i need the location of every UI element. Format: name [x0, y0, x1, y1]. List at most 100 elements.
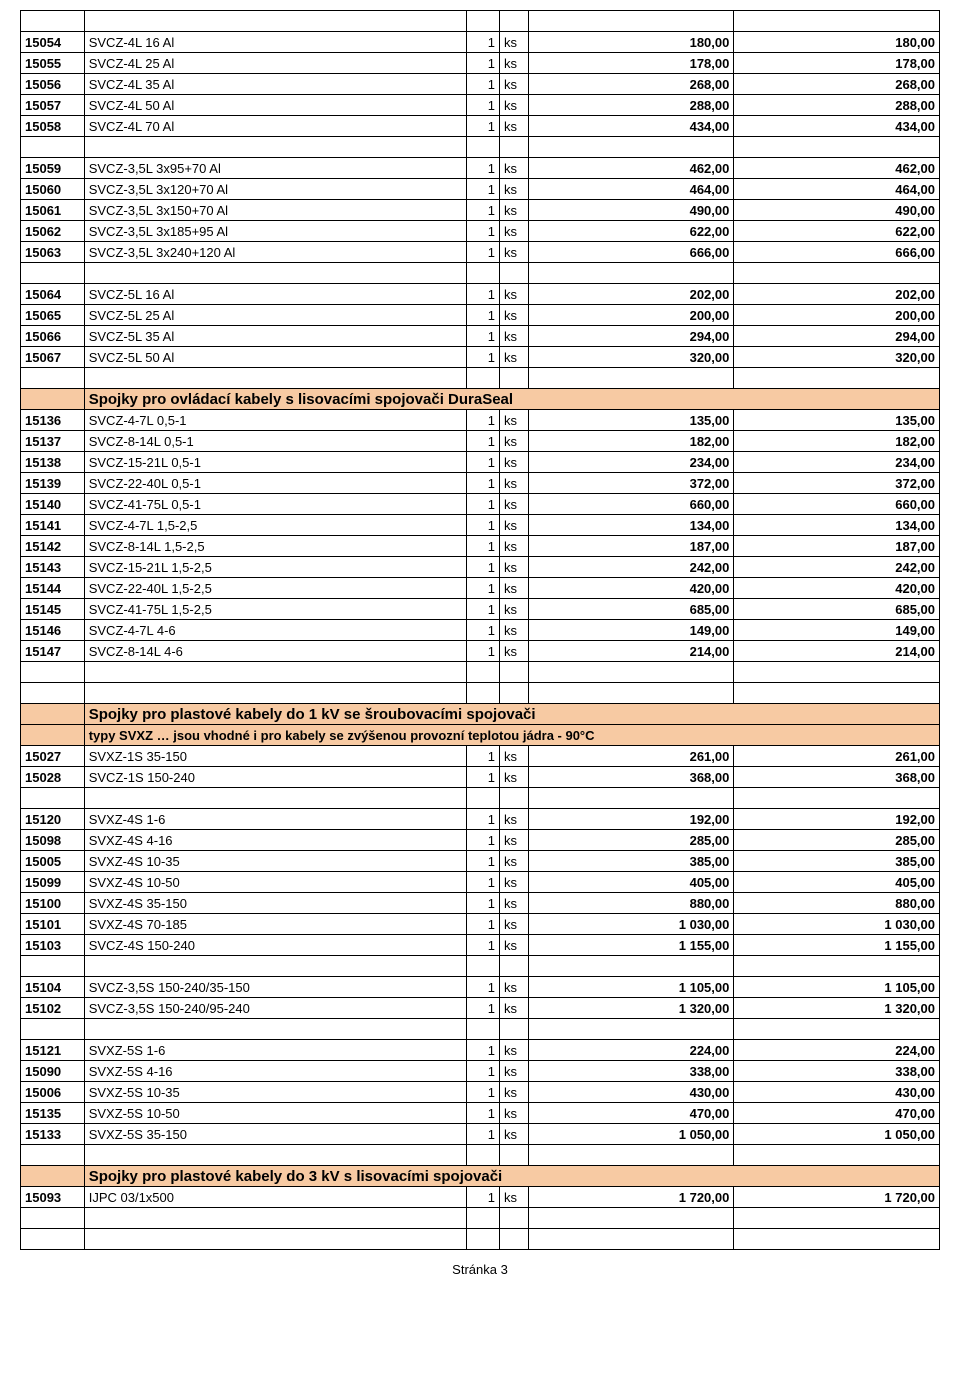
- cell-price2: 880,00: [734, 893, 940, 914]
- cell-code: 15055: [21, 53, 85, 74]
- cell-qty: 1: [467, 74, 500, 95]
- cell-price1: 182,00: [528, 431, 734, 452]
- cell-qty: 1: [467, 641, 500, 662]
- table-row: 15136SVCZ-4-7L 0,5-11ks135,00135,00: [21, 410, 940, 431]
- cell-price2: 192,00: [734, 809, 940, 830]
- cell-code: 15065: [21, 305, 85, 326]
- cell-code: 15062: [21, 221, 85, 242]
- cell-price1: 660,00: [528, 494, 734, 515]
- cell-desc: SVXZ-5S 35-150: [84, 1124, 466, 1145]
- cell-qty: 1: [467, 1061, 500, 1082]
- cell-unit: ks: [500, 116, 529, 137]
- cell-price1: 224,00: [528, 1040, 734, 1061]
- cell-price1: 134,00: [528, 515, 734, 536]
- cell-unit: ks: [500, 893, 529, 914]
- cell-code: 15145: [21, 599, 85, 620]
- table-row: 15093IJPC 03/1x5001ks1 720,001 720,00: [21, 1187, 940, 1208]
- cell-unit: ks: [500, 914, 529, 935]
- cell-desc: SVCZ-3,5L 3x95+70 Al: [84, 158, 466, 179]
- cell-price1: 880,00: [528, 893, 734, 914]
- cell-unit: ks: [500, 1061, 529, 1082]
- cell-unit: ks: [500, 1040, 529, 1061]
- cell-code: 15064: [21, 284, 85, 305]
- table-row: 15063SVCZ-3,5L 3x240+120 Al1ks666,00666,…: [21, 242, 940, 263]
- cell-desc: SVCZ-41-75L 1,5-2,5: [84, 599, 466, 620]
- cell-desc: SVCZ-4S 150-240: [84, 935, 466, 956]
- cell-qty: 1: [467, 830, 500, 851]
- cell-desc: SVXZ-4S 10-50: [84, 872, 466, 893]
- cell-code: 15137: [21, 431, 85, 452]
- cell-desc: IJPC 03/1x500: [84, 1187, 466, 1208]
- table-row: [21, 956, 940, 977]
- cell-unit: ks: [500, 32, 529, 53]
- cell-qty: 1: [467, 998, 500, 1019]
- cell-unit: ks: [500, 179, 529, 200]
- cell-qty: 1: [467, 284, 500, 305]
- cell-code: 15147: [21, 641, 85, 662]
- cell-unit: ks: [500, 1187, 529, 1208]
- cell-qty: 1: [467, 809, 500, 830]
- table-row: [21, 137, 940, 158]
- cell-price2: 430,00: [734, 1082, 940, 1103]
- cell-price2: 685,00: [734, 599, 940, 620]
- cell-desc: SVCZ-3,5L 3x150+70 Al: [84, 200, 466, 221]
- table-row: [21, 683, 940, 704]
- cell-price2: 180,00: [734, 32, 940, 53]
- cell-desc: SVCZ-4L 70 Al: [84, 116, 466, 137]
- cell-desc: SVCZ-4-7L 4-6: [84, 620, 466, 641]
- table-row: 15138SVCZ-15-21L 0,5-11ks234,00234,00: [21, 452, 940, 473]
- cell-price1: 420,00: [528, 578, 734, 599]
- cell-code: 15146: [21, 620, 85, 641]
- cell-unit: ks: [500, 200, 529, 221]
- cell-code: 15100: [21, 893, 85, 914]
- cell-code: 15093: [21, 1187, 85, 1208]
- table-row: 15146SVCZ-4-7L 4-61ks149,00149,00: [21, 620, 940, 641]
- cell-price1: 1 155,00: [528, 935, 734, 956]
- table-row: Spojky pro ovládací kabely s lisovacími …: [21, 389, 940, 410]
- cell-code: 15067: [21, 347, 85, 368]
- cell-price2: 490,00: [734, 200, 940, 221]
- cell-qty: 1: [467, 452, 500, 473]
- table-row: [21, 662, 940, 683]
- cell-price2: 149,00: [734, 620, 940, 641]
- cell-price1: 462,00: [528, 158, 734, 179]
- table-row: 15027SVXZ-1S 35-1501ks261,00261,00: [21, 746, 940, 767]
- cell-price1: 288,00: [528, 95, 734, 116]
- cell-code: 15099: [21, 872, 85, 893]
- table-row: 15059SVCZ-3,5L 3x95+70 Al1ks462,00462,00: [21, 158, 940, 179]
- cell-price2: 464,00: [734, 179, 940, 200]
- table-row: 15100SVXZ-4S 35-1501ks880,00880,00: [21, 893, 940, 914]
- cell-code: 15102: [21, 998, 85, 1019]
- cell-price2: 320,00: [734, 347, 940, 368]
- cell-desc: SVCZ-15-21L 1,5-2,5: [84, 557, 466, 578]
- cell-qty: 1: [467, 1187, 500, 1208]
- cell-qty: 1: [467, 32, 500, 53]
- cell-unit: ks: [500, 410, 529, 431]
- cell-code: 15056: [21, 74, 85, 95]
- cell-price2: 234,00: [734, 452, 940, 473]
- table-row: 15143SVCZ-15-21L 1,5-2,51ks242,00242,00: [21, 557, 940, 578]
- cell-desc: SVXZ-1S 35-150: [84, 746, 466, 767]
- cell-unit: ks: [500, 872, 529, 893]
- cell-price1: 149,00: [528, 620, 734, 641]
- cell-price2: 420,00: [734, 578, 940, 599]
- cell-qty: 1: [467, 620, 500, 641]
- cell-price2: 285,00: [734, 830, 940, 851]
- cell-price1: 178,00: [528, 53, 734, 74]
- cell-code: 15138: [21, 452, 85, 473]
- cell-code: 15006: [21, 1082, 85, 1103]
- table-row: Spojky pro plastové kabely do 1 kV se šr…: [21, 704, 940, 725]
- cell-code: 15061: [21, 200, 85, 221]
- cell-desc: SVXZ-5S 4-16: [84, 1061, 466, 1082]
- cell-code: 15058: [21, 116, 85, 137]
- cell-code: 15103: [21, 935, 85, 956]
- cell-price2: 288,00: [734, 95, 940, 116]
- cell-desc: SVCZ-8-14L 1,5-2,5: [84, 536, 466, 557]
- table-row: 15066SVCZ-5L 35 Al1ks294,00294,00: [21, 326, 940, 347]
- cell-code: 15066: [21, 326, 85, 347]
- cell-price1: 242,00: [528, 557, 734, 578]
- cell-qty: 1: [467, 599, 500, 620]
- cell-code: 15139: [21, 473, 85, 494]
- cell-desc: SVXZ-4S 1-6: [84, 809, 466, 830]
- cell-price2: 187,00: [734, 536, 940, 557]
